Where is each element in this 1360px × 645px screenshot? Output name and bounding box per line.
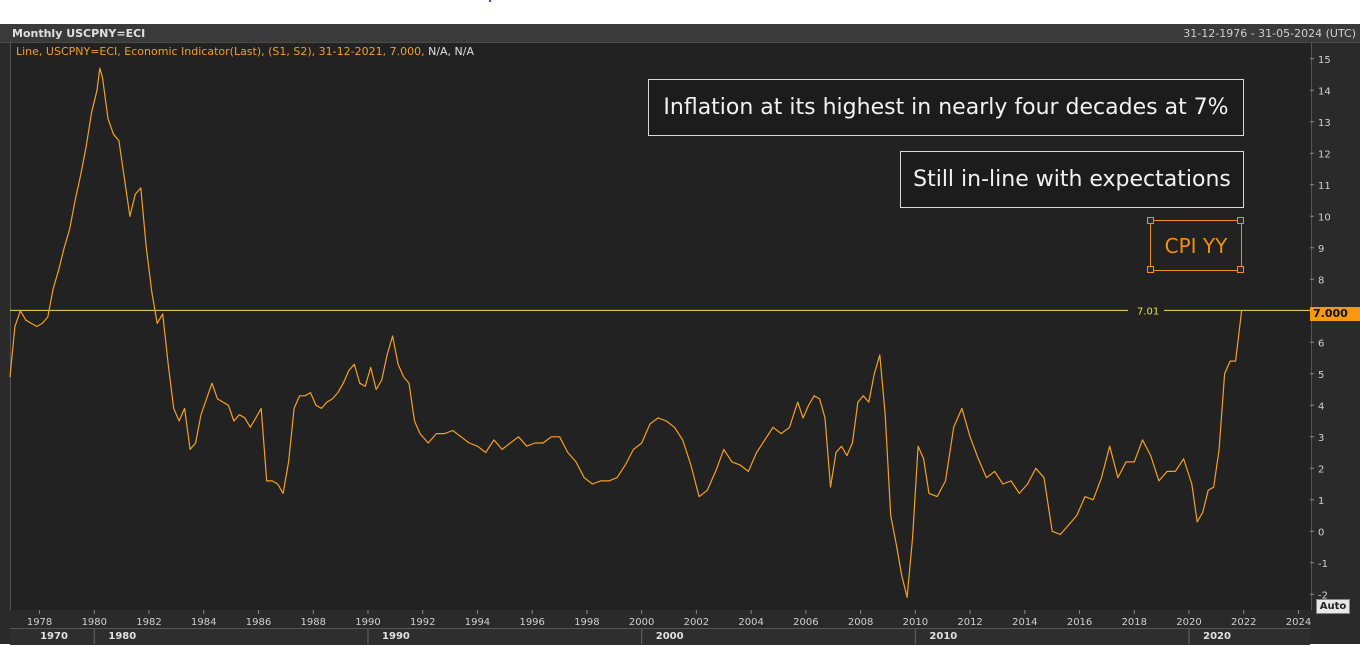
- date-range: 31-12-1976 - 31-05-2024 (UTC): [1183, 27, 1356, 40]
- x-tick-label: 1996: [519, 617, 544, 628]
- y-tick-label: 11: [1318, 181, 1331, 192]
- y-tick-label: 13: [1318, 118, 1331, 129]
- x-tick-label: 2024: [1286, 617, 1311, 628]
- x-tick-label: 2022: [1231, 617, 1256, 628]
- y-tick-label: 9: [1318, 244, 1324, 255]
- series-label-box[interactable]: CPI YY: [1150, 220, 1242, 271]
- x-tick-label: 1978: [27, 617, 52, 628]
- resize-handle-bottom-left[interactable]: [1147, 266, 1154, 273]
- y-axis: -2-10123456789101112131415: [1310, 55, 1331, 601]
- y-tick-label: 3: [1318, 433, 1324, 444]
- x-tick-label: 2016: [1067, 617, 1092, 628]
- y-tick-label: 14: [1318, 86, 1331, 97]
- y-tick-label: 10: [1318, 212, 1331, 223]
- chart-title: Monthly USCPNY=ECI: [12, 27, 146, 40]
- x-tick-label: 2000: [629, 617, 654, 628]
- x-tick-label: 2002: [684, 617, 709, 628]
- resize-handle-top-left[interactable]: [1147, 217, 1154, 224]
- auto-scale-button[interactable]: Auto: [1316, 599, 1350, 614]
- top-strip: [0, 0, 1360, 24]
- x-tick-label: 2020: [1176, 617, 1201, 628]
- y-tick-label: 15: [1318, 55, 1331, 66]
- y-tick-label: 2: [1318, 464, 1324, 475]
- x-tick-label: 1998: [574, 617, 599, 628]
- reference-line-layer: 7.01: [10, 304, 1310, 317]
- resize-handle-top-right[interactable]: [1237, 217, 1244, 224]
- subline-annotation[interactable]: Still in-line with expectations: [900, 151, 1244, 208]
- x-tick-label: 2006: [793, 617, 818, 628]
- x-tick-label: 1994: [465, 617, 490, 628]
- series-layer: [9, 67, 1243, 599]
- headline-annotation[interactable]: Inflation at its highest in nearly four …: [648, 79, 1244, 136]
- x-tick-label: 2004: [738, 617, 763, 628]
- legend-text: Line, USCPNY=ECI, Economic Indicator(Las…: [16, 45, 425, 58]
- x-tick-label: 1990: [355, 617, 380, 628]
- resize-handle-bottom-right[interactable]: [1237, 266, 1244, 273]
- x-tick-label: 2012: [957, 617, 982, 628]
- y-tick-label: -1: [1318, 559, 1328, 570]
- plot-area[interactable]: [10, 43, 1312, 610]
- y-tick-label: 8: [1318, 275, 1324, 286]
- x-tick-label: 1986: [246, 617, 271, 628]
- x-tick-label: 2014: [1012, 617, 1037, 628]
- x-tick-label: 1984: [191, 617, 216, 628]
- chart-header: Monthly USCPNY=ECI 31-12-1976 - 31-05-20…: [0, 24, 1360, 43]
- y-tick-label: 12: [1318, 149, 1331, 160]
- reference-line-label: 7.01: [1137, 306, 1159, 317]
- y-tick-label: 0: [1318, 527, 1324, 538]
- headline-text: Inflation at its highest in nearly four …: [663, 95, 1229, 120]
- y-tick-label: 5: [1318, 370, 1324, 381]
- x-tick-label: 1980: [82, 617, 107, 628]
- y-tick-label: -2: [1318, 590, 1328, 601]
- decade-axis: [10, 628, 1310, 645]
- y-tick-label: 6: [1318, 338, 1324, 349]
- x-tick-label: 2010: [903, 617, 928, 628]
- series-line-0: [9, 67, 1243, 599]
- series-label-text: CPI YY: [1164, 233, 1228, 258]
- x-axis: 1978 1980 1982 1984 1986 1988 1990 1992 1994 1996…: [27, 610, 1311, 628]
- reference-label-bg: [1128, 304, 1164, 317]
- top-marker: [489, 0, 491, 2]
- y-tick-label: 1: [1318, 496, 1324, 507]
- x-tick-label: 1988: [301, 617, 326, 628]
- x-tick-label: 1982: [136, 617, 161, 628]
- y-tick-label: 4: [1318, 401, 1324, 412]
- x-tick-label: 2018: [1122, 617, 1147, 628]
- x-tick-label: 2008: [848, 617, 873, 628]
- subline-text: Still in-line with expectations: [913, 167, 1231, 192]
- last-value-tag: 7.000: [1310, 307, 1360, 321]
- series-legend: Line, USCPNY=ECI, Economic Indicator(Las…: [16, 45, 474, 58]
- legend-na: N/A, N/A: [428, 45, 475, 58]
- x-tick-label: 1992: [410, 617, 435, 628]
